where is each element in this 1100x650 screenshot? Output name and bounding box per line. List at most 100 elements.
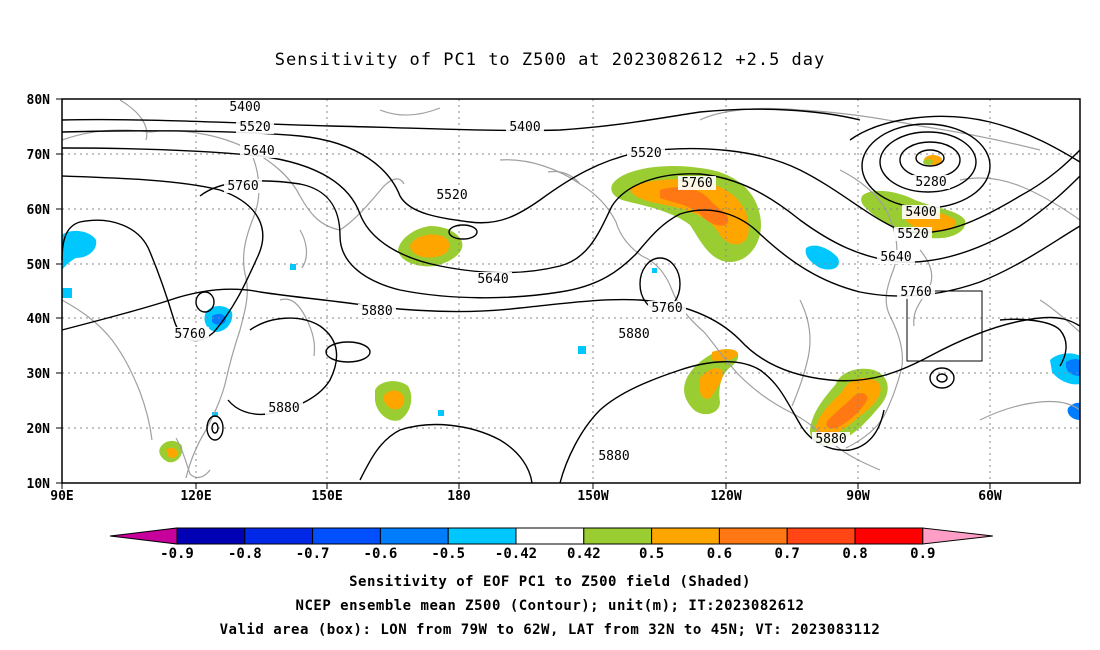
colorbar-label: 0.7 [775,546,800,562]
contour-label-bg [474,272,512,286]
contour-label: 5520 [630,146,661,161]
lon-label: 60W [978,489,1002,504]
shade-orange [630,179,749,245]
shade-cyan [212,412,218,417]
contour-label: 5280 [915,175,946,190]
lon-label: 150W [577,489,608,504]
shade-darkorange [660,187,729,226]
longitude-axis-labels: 90E 120E 150E 180 150W 120W 90W 60W [50,489,1002,504]
map-frame [61,98,1081,484]
contour-label: 5760 [227,179,258,194]
contour-label: 5640 [243,144,274,159]
contour-label-bg [240,144,278,158]
shade-cyan [290,264,296,270]
valid-area-box [906,290,983,362]
contour-label-bg [902,205,940,219]
shade-cyan [62,230,97,270]
contour-label: 5640 [477,272,508,287]
contour-label-bg [894,227,932,241]
contour-label-bg [627,146,665,160]
contour-label-bg [171,327,209,341]
colorbar-cell [176,527,246,545]
contour-label: 5400 [229,100,260,115]
sensitivity-shading [159,155,966,463]
lat-label: 10N [27,477,51,492]
contour-label: 5880 [815,432,846,447]
colorbar-low-triangle [109,527,178,545]
colorbar-cell [718,527,788,545]
contour-label: 5520 [897,227,928,242]
lat-label: 60N [27,203,51,218]
colorbar-cell [651,527,720,545]
colorbar-label: -0.7 [296,546,330,562]
colorbar-label: 0.8 [842,546,867,562]
contour-label: 5520 [436,188,467,203]
contour-label: 5400 [905,205,936,220]
lon-label: 120W [710,489,741,504]
contour-label: 5880 [268,401,299,416]
shade-orange [410,234,450,258]
contour-label-bg [226,100,264,114]
contour-label: 5880 [598,449,629,464]
lat-label: 40N [27,312,51,327]
contour-label-bg [433,188,471,202]
contour-labels: 5400 5520 5640 5400 5760 5520 5520 5760 5280 5400… [171,100,950,464]
caption-line-1: Sensitivity of EOF PC1 to Z500 field (Sh… [349,574,751,590]
shade-orange [712,349,738,361]
lon-label: 120E [180,489,211,504]
latitude-axis-labels: 80N 70N 60N 50N 40N 30N 20N 10N [27,93,51,492]
contour-label-bg [897,285,935,299]
axis-ticks [56,98,991,489]
contour-label: 5760 [651,301,682,316]
shade-cyan [652,268,657,273]
shade-cyan [578,346,586,354]
contour-label: 5640 [880,250,911,265]
page-title: Sensitivity of PC1 to Z500 at 2023082612… [274,50,826,70]
shade-cyan [1067,402,1080,420]
caption-line-2: NCEP ensemble mean Z500 (Contour); unit(… [295,598,805,614]
contour-label: 5400 [509,120,540,135]
colorbar-label: -0.5 [431,546,465,562]
colorbar-high-triangle [922,527,993,545]
colorbar-cell [447,527,517,545]
caption-line-3: Valid area (box): LON from 79W to 62W, L… [219,622,881,638]
shade-cyan [438,410,444,416]
lat-label: 30N [27,367,51,382]
colorbar-cell [854,527,924,545]
contour-label-bg [506,120,544,134]
colorbar-label: -0.42 [495,546,537,562]
lat-label: 80N [27,93,51,108]
shade-orange [700,368,723,399]
colorbar-label: 0.42 [567,546,601,562]
colorbar-label: 0.5 [639,546,664,562]
contour-label: 5760 [900,285,931,300]
colorbar-cell [244,527,314,545]
contour-label-bg [358,304,396,318]
contour-label-bg [224,179,262,193]
lon-label: 180 [447,489,471,504]
shade-darkorange [826,393,868,429]
colorbar-labels: -0.9 -0.8 -0.7 -0.6 -0.5 -0.42 0.42 0.5 0.6 0.7 0.… [160,546,935,562]
lat-label: 20N [27,422,51,437]
z500-contours [61,108,1081,484]
contour-label-bg [678,176,716,190]
contour-label-bg [265,401,303,415]
colorbar-label: -0.8 [228,546,262,562]
contour-label-bg [236,120,274,134]
contour-label-bg [877,250,915,264]
graticule [62,99,1080,483]
contour-label-bg [812,432,850,446]
contour-label: 5760 [681,176,712,191]
shade-cyan [62,288,72,298]
colorbar-label: -0.6 [364,546,398,562]
contour-label: 5880 [361,304,392,319]
shade-orange [166,447,178,459]
shade-green [923,159,933,165]
lon-label: 90W [846,489,870,504]
lat-label: 70N [27,148,51,163]
lat-label: 50N [27,258,51,273]
contour-label-bg [912,175,950,189]
colorbar-cell [515,527,585,545]
contour-label-bg [595,449,633,463]
